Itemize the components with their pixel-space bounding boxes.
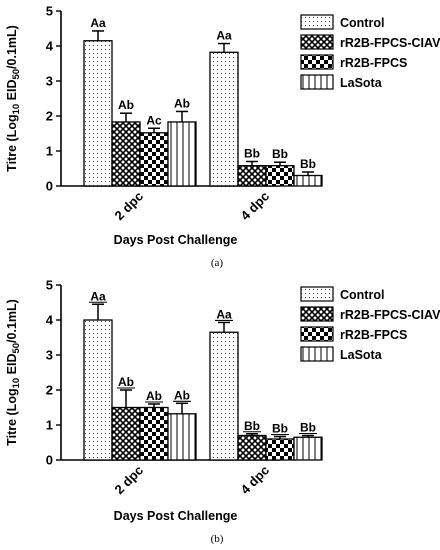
y-tick-label: 0 (46, 453, 53, 468)
bar-label: Ab (146, 389, 162, 403)
x-tick-label: 2 dpc (111, 463, 146, 498)
legend-label: rR2B-FPCS-CIAV (340, 36, 440, 50)
y-axis-title: Titre (Log10 EID50/0.1mL) (5, 299, 22, 446)
y-tick-label: 3 (46, 74, 53, 89)
bar-label: Bb (272, 147, 288, 161)
y-tick-label: 5 (46, 278, 53, 293)
y-tick-label: 1 (46, 144, 53, 159)
bar-label: Ab (118, 98, 134, 112)
y-tick-label: 2 (46, 383, 53, 398)
y-axis-title-subscript: 10 (11, 378, 22, 389)
bar-label: Bb (300, 421, 316, 435)
y-tick-label: 0 (46, 179, 53, 194)
x-tick-label: 4 dpc (237, 189, 272, 224)
legend-label: LaSota (340, 348, 383, 362)
legend-label: Control (340, 288, 384, 302)
legend-label: LaSota (340, 76, 383, 90)
bar (265, 438, 295, 461)
bar (293, 436, 323, 461)
y-axis-title-part: EID (5, 354, 19, 378)
y-axis-title-part: EID (5, 80, 19, 104)
bar-label: Ab (174, 388, 190, 402)
legend-swatch (300, 306, 334, 322)
y-axis-title-subscript: 50 (11, 343, 22, 354)
bar-label: Aa (216, 29, 232, 43)
bar (237, 165, 267, 187)
legend-label: Control (340, 16, 384, 30)
x-tick-label: 2 dpc (111, 189, 146, 224)
bar-label: Bb (272, 422, 288, 436)
legend-swatch (300, 54, 334, 70)
chart-panel-a: 0 1 2 3 4 5 Titre (Log10 EID50/0.1mL) Days Post… (5, 4, 440, 248)
legend-label: rR2B-FPCS (340, 328, 407, 342)
x-axis-title: Days Post Challenge (114, 233, 238, 247)
bar (83, 40, 113, 187)
y-axis-title-part: Titre (Log (5, 388, 19, 445)
bar-label: Aa (216, 307, 232, 321)
bar (111, 406, 141, 461)
bar (293, 174, 323, 187)
bar-label: Aa (90, 289, 106, 303)
bar (209, 331, 239, 461)
bar-label: Bb (300, 157, 316, 171)
bar (167, 121, 197, 187)
bar (237, 434, 267, 461)
legend-swatch (300, 346, 334, 362)
y-tick-label: 4 (46, 313, 54, 328)
y-axis-title-part: /0.1mL) (5, 25, 19, 69)
y-axis-title: Titre (Log10 EID50/0.1mL) (5, 25, 22, 172)
panel-caption-a: (a) (211, 257, 224, 269)
bar (139, 132, 169, 187)
bar (139, 406, 169, 461)
y-tick-label: 5 (46, 4, 53, 19)
bar-label: Bb (244, 147, 260, 161)
y-tick-label: 3 (46, 348, 53, 363)
bar (265, 165, 295, 187)
bar-label: Bb (244, 419, 260, 433)
legend-swatch (300, 326, 334, 342)
bar-label: Ab (118, 375, 134, 389)
legend-label: rR2B-FPCS-CIAV (340, 308, 440, 322)
legend-swatch (300, 74, 334, 90)
y-axis-title-subscript: 50 (11, 69, 22, 80)
x-axis-title: Days Post Challenge (114, 509, 238, 523)
y-axis-title-part: /0.1mL) (5, 299, 19, 343)
bar (83, 319, 113, 461)
chart-panel-b: 0 1 2 3 4 5 Titre (Log10 EID50/0.1mL) Days Post… (5, 278, 440, 524)
legend-swatch (300, 34, 334, 50)
y-tick-label: 1 (46, 418, 53, 433)
bar (167, 413, 197, 461)
legend-swatch (300, 286, 334, 302)
bar-label: Ac (146, 113, 162, 127)
legend-swatch (300, 14, 334, 30)
y-axis-title-subscript: 10 (11, 104, 22, 115)
y-tick-label: 4 (46, 39, 54, 54)
panel-caption-b: (b) (211, 533, 224, 545)
y-tick-label: 2 (46, 109, 53, 124)
y-axis-title-part: Titre (Log (5, 114, 19, 171)
x-tick-label: 4 dpc (237, 463, 272, 498)
bar-label: Aa (90, 16, 106, 30)
bar (111, 121, 141, 187)
bar-label: Ab (174, 96, 190, 110)
bar (209, 51, 239, 187)
legend-label: rR2B-FPCS (340, 56, 407, 70)
